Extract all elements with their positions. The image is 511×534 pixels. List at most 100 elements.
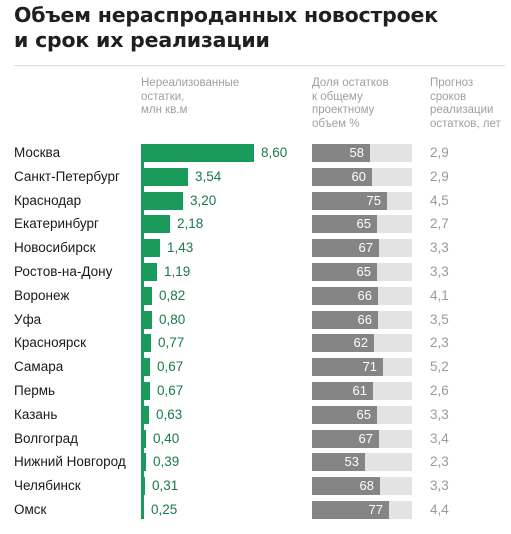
column-header-forecast-line: реализации bbox=[430, 104, 494, 116]
column-header-forecast: Прогноз сроков реализации остатков, лет bbox=[430, 77, 501, 131]
remaining-value: 0,39 bbox=[153, 454, 180, 470]
share-bar bbox=[312, 286, 378, 305]
remaining-value: 2,18 bbox=[177, 216, 204, 232]
remaining-value: 3,54 bbox=[195, 168, 222, 184]
share-value: 60 bbox=[351, 168, 366, 184]
forecast-value: 2,9 bbox=[430, 168, 449, 184]
region-label: Пермь bbox=[14, 383, 56, 398]
region-label: Нижний Новгород bbox=[14, 454, 126, 470]
column-header-forecast-line: остатков, лет bbox=[430, 117, 501, 130]
share-bar bbox=[312, 429, 379, 448]
region-label: Краснодар bbox=[14, 192, 82, 208]
share-bar bbox=[312, 382, 373, 400]
forecast-value: 3,3 bbox=[430, 406, 449, 422]
region-label: Екатеринбург bbox=[14, 216, 99, 232]
column-header-remaining-line: млн кв.м bbox=[141, 104, 188, 116]
column-header-forecast-line: сроков bbox=[430, 90, 467, 103]
share-value: 66 bbox=[357, 311, 372, 327]
chart-title-line-2: и срок их реализации bbox=[14, 28, 270, 52]
remaining-bar bbox=[141, 191, 183, 210]
title-divider bbox=[14, 65, 505, 66]
region-label: Челябинск bbox=[14, 478, 81, 494]
share-bar bbox=[312, 239, 379, 258]
forecast-value: 3,5 bbox=[430, 311, 449, 327]
region-label: Новосибирск bbox=[14, 240, 96, 256]
remaining-bar bbox=[141, 358, 150, 377]
remaining-value: 0,77 bbox=[158, 335, 185, 351]
share-value: 66 bbox=[357, 287, 372, 303]
remaining-bar bbox=[141, 167, 188, 186]
region-label: Волгоград bbox=[14, 430, 79, 446]
remaining-value: 1,19 bbox=[164, 264, 191, 279]
remaining-value: 0,25 bbox=[151, 502, 178, 517]
region-label: Омск bbox=[14, 502, 47, 517]
remaining-bar bbox=[141, 453, 146, 472]
forecast-value: 3,3 bbox=[430, 478, 449, 494]
remaining-bar bbox=[141, 334, 151, 353]
column-header-share-line: проектному bbox=[312, 104, 375, 116]
remaining-value: 0,63 bbox=[156, 406, 183, 422]
remaining-value: 0,31 bbox=[152, 478, 179, 494]
share-value: 77 bbox=[368, 502, 383, 517]
column-header-share-line: к общему bbox=[312, 90, 363, 103]
remaining-value: 0,82 bbox=[159, 287, 186, 303]
share-value: 67 bbox=[358, 240, 373, 256]
forecast-value: 5,2 bbox=[430, 359, 449, 375]
forecast-value: 2,9 bbox=[430, 145, 449, 160]
remaining-bar bbox=[141, 263, 157, 281]
forecast-value: 4,5 bbox=[430, 192, 449, 208]
region-label: Воронеж bbox=[14, 287, 70, 303]
share-bar bbox=[312, 215, 377, 234]
remaining-axis-line bbox=[141, 144, 144, 519]
region-label: Санкт-Петербург bbox=[14, 168, 120, 184]
region-label: Москва bbox=[14, 145, 61, 160]
remaining-bar bbox=[141, 501, 144, 519]
share-value: 53 bbox=[344, 454, 359, 470]
share-value: 65 bbox=[356, 406, 371, 422]
forecast-value: 4,4 bbox=[430, 502, 449, 517]
share-bar bbox=[312, 263, 377, 281]
forecast-value: 3,3 bbox=[430, 240, 449, 256]
remaining-bar bbox=[141, 477, 145, 496]
remaining-bar bbox=[141, 382, 150, 400]
share-bar bbox=[312, 191, 387, 210]
region-label: Красноярск bbox=[14, 335, 87, 351]
remaining-value: 8,60 bbox=[261, 145, 288, 160]
column-header-share: Доля остатков к общему проектному объем … bbox=[312, 77, 389, 131]
region-label: Ростов-на-Дону bbox=[14, 264, 113, 279]
remaining-value: 0,40 bbox=[153, 430, 180, 446]
share-bar bbox=[312, 144, 370, 162]
share-bar bbox=[312, 310, 378, 329]
remaining-bar bbox=[141, 144, 254, 162]
column-header-forecast-line: Прогноз bbox=[430, 77, 474, 89]
region-label: Казань bbox=[14, 406, 58, 422]
remaining-bar bbox=[141, 310, 152, 329]
share-bar bbox=[312, 501, 389, 519]
share-bar bbox=[312, 334, 374, 353]
forecast-value: 4,1 bbox=[430, 287, 449, 303]
column-header-remaining: Нереализованные остатки, млн кв.м bbox=[141, 77, 239, 118]
column-header-remaining-line: остатки, bbox=[141, 90, 185, 103]
share-value: 65 bbox=[356, 216, 371, 232]
remaining-value: 0,67 bbox=[157, 383, 184, 398]
share-value: 65 bbox=[356, 264, 371, 279]
remaining-value: 0,80 bbox=[159, 311, 186, 327]
remaining-value: 0,67 bbox=[157, 359, 184, 375]
column-header-share-line: объем % bbox=[312, 117, 360, 130]
forecast-value: 3,4 bbox=[430, 430, 449, 446]
share-bar bbox=[312, 358, 383, 377]
forecast-value: 2,6 bbox=[430, 383, 449, 398]
chart-title: Объем нераспроданных новостроек и срок и… bbox=[14, 3, 504, 53]
share-value: 68 bbox=[359, 478, 374, 494]
column-header-share-line: Доля остатков bbox=[312, 77, 389, 89]
forecast-value: 2,3 bbox=[430, 335, 449, 351]
remaining-bar bbox=[141, 239, 160, 258]
share-value: 61 bbox=[352, 383, 367, 398]
share-value: 67 bbox=[358, 430, 373, 446]
share-bar bbox=[312, 477, 380, 496]
share-bar bbox=[312, 453, 365, 472]
remaining-value: 3,20 bbox=[190, 192, 217, 208]
remaining-bar bbox=[141, 405, 149, 424]
remaining-bar bbox=[141, 215, 170, 234]
share-value: 71 bbox=[362, 359, 377, 375]
